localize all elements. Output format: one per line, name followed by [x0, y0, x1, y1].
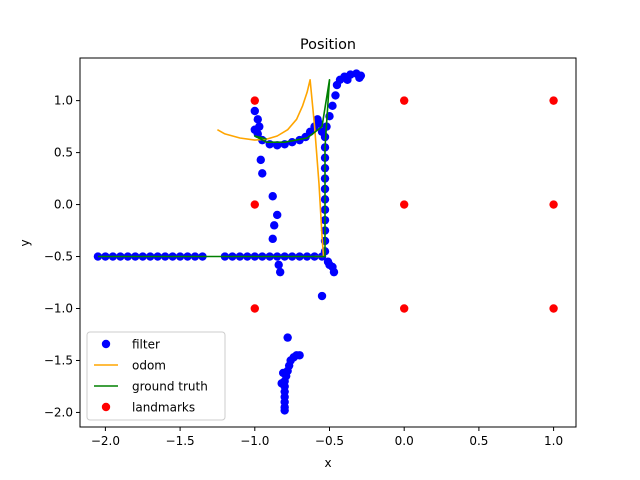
chart-title: Position	[300, 37, 356, 53]
landmarks-point	[549, 200, 558, 209]
legend-label-ground-truth: ground truth	[132, 380, 208, 394]
filter-point	[275, 267, 285, 277]
legend: filter odom ground truth landmarks	[86, 331, 226, 421]
legend-label-filter: filter	[132, 338, 160, 352]
filter-point	[313, 115, 322, 124]
filter-point	[265, 140, 274, 149]
landmarks-point	[549, 96, 558, 105]
landmarks-point	[250, 304, 259, 313]
filter-point	[255, 122, 264, 131]
filter-point	[355, 73, 364, 82]
filter-point	[331, 91, 340, 100]
legend-marker-filter	[101, 339, 111, 349]
legend-items: filter odom ground truth landmarks	[94, 338, 208, 415]
x-tick-label: −2.0	[91, 434, 120, 448]
legend-box	[86, 331, 226, 421]
y-tick-label: −1.0	[44, 302, 73, 316]
filter-point	[287, 137, 297, 147]
filter-point	[329, 267, 339, 277]
x-tick-label: 0.5	[469, 434, 488, 448]
x-axis-label: x	[324, 456, 331, 470]
filter-point	[280, 406, 289, 415]
legend-label-odom: odom	[132, 359, 166, 373]
landmarks-point	[250, 96, 259, 105]
filter-point	[343, 75, 352, 85]
filter-point	[270, 221, 279, 230]
filter-point	[283, 333, 292, 342]
landmarks-point	[399, 304, 409, 313]
y-tick-label: 1.0	[54, 94, 73, 108]
filter-point	[274, 260, 283, 270]
x-tick-label: 0.0	[395, 434, 414, 448]
filter-point	[277, 379, 286, 388]
filter-point	[268, 234, 277, 244]
landmarks-point	[399, 200, 409, 209]
ground-truth-line	[97, 79, 331, 258]
legend-marker-landmarks	[101, 402, 111, 412]
series-landmarks	[250, 96, 558, 313]
landmarks-point	[549, 304, 558, 313]
y-tick-label: 0.5	[54, 146, 73, 160]
x-tick-label: −1.0	[240, 434, 269, 448]
x-tick-label: 1.0	[544, 434, 563, 448]
filter-point	[273, 210, 282, 220]
y-tick-label: −1.5	[44, 353, 73, 367]
y-axis-ticks: −2.0 −1.5 −1.0 −0.5 0.0 0.5 1.0	[44, 94, 80, 419]
filter-point	[278, 368, 288, 378]
x-axis-ticks: −2.0 −1.5 −1.0 −0.5 0.0 0.5 1.0	[91, 427, 563, 448]
landmarks-point	[399, 96, 409, 105]
x-tick-label: −1.5	[166, 434, 195, 448]
y-tick-label: −2.0	[44, 405, 73, 419]
x-tick-label: −0.5	[315, 434, 344, 448]
filter-point	[268, 192, 277, 201]
filter-point	[317, 127, 327, 136]
series-ground-truth	[97, 79, 331, 258]
y-axis-label: y	[18, 239, 32, 246]
legend-label-landmarks: landmarks	[132, 401, 195, 415]
series-filter	[93, 69, 366, 415]
filter-point	[317, 291, 327, 301]
odom-line	[217, 79, 325, 258]
y-tick-label: −0.5	[44, 250, 73, 264]
series-odom	[217, 79, 325, 258]
filter-point	[256, 155, 265, 165]
y-tick-label: 0.0	[54, 198, 73, 212]
series-layer	[93, 69, 558, 415]
filter-point	[328, 101, 337, 111]
landmarks-point	[250, 200, 259, 209]
filter-point	[253, 115, 262, 124]
axes-frame	[79, 57, 577, 428]
filter-point	[273, 141, 282, 150]
filter-point	[258, 169, 267, 178]
plot-area	[79, 57, 577, 428]
filter-point	[250, 106, 259, 116]
